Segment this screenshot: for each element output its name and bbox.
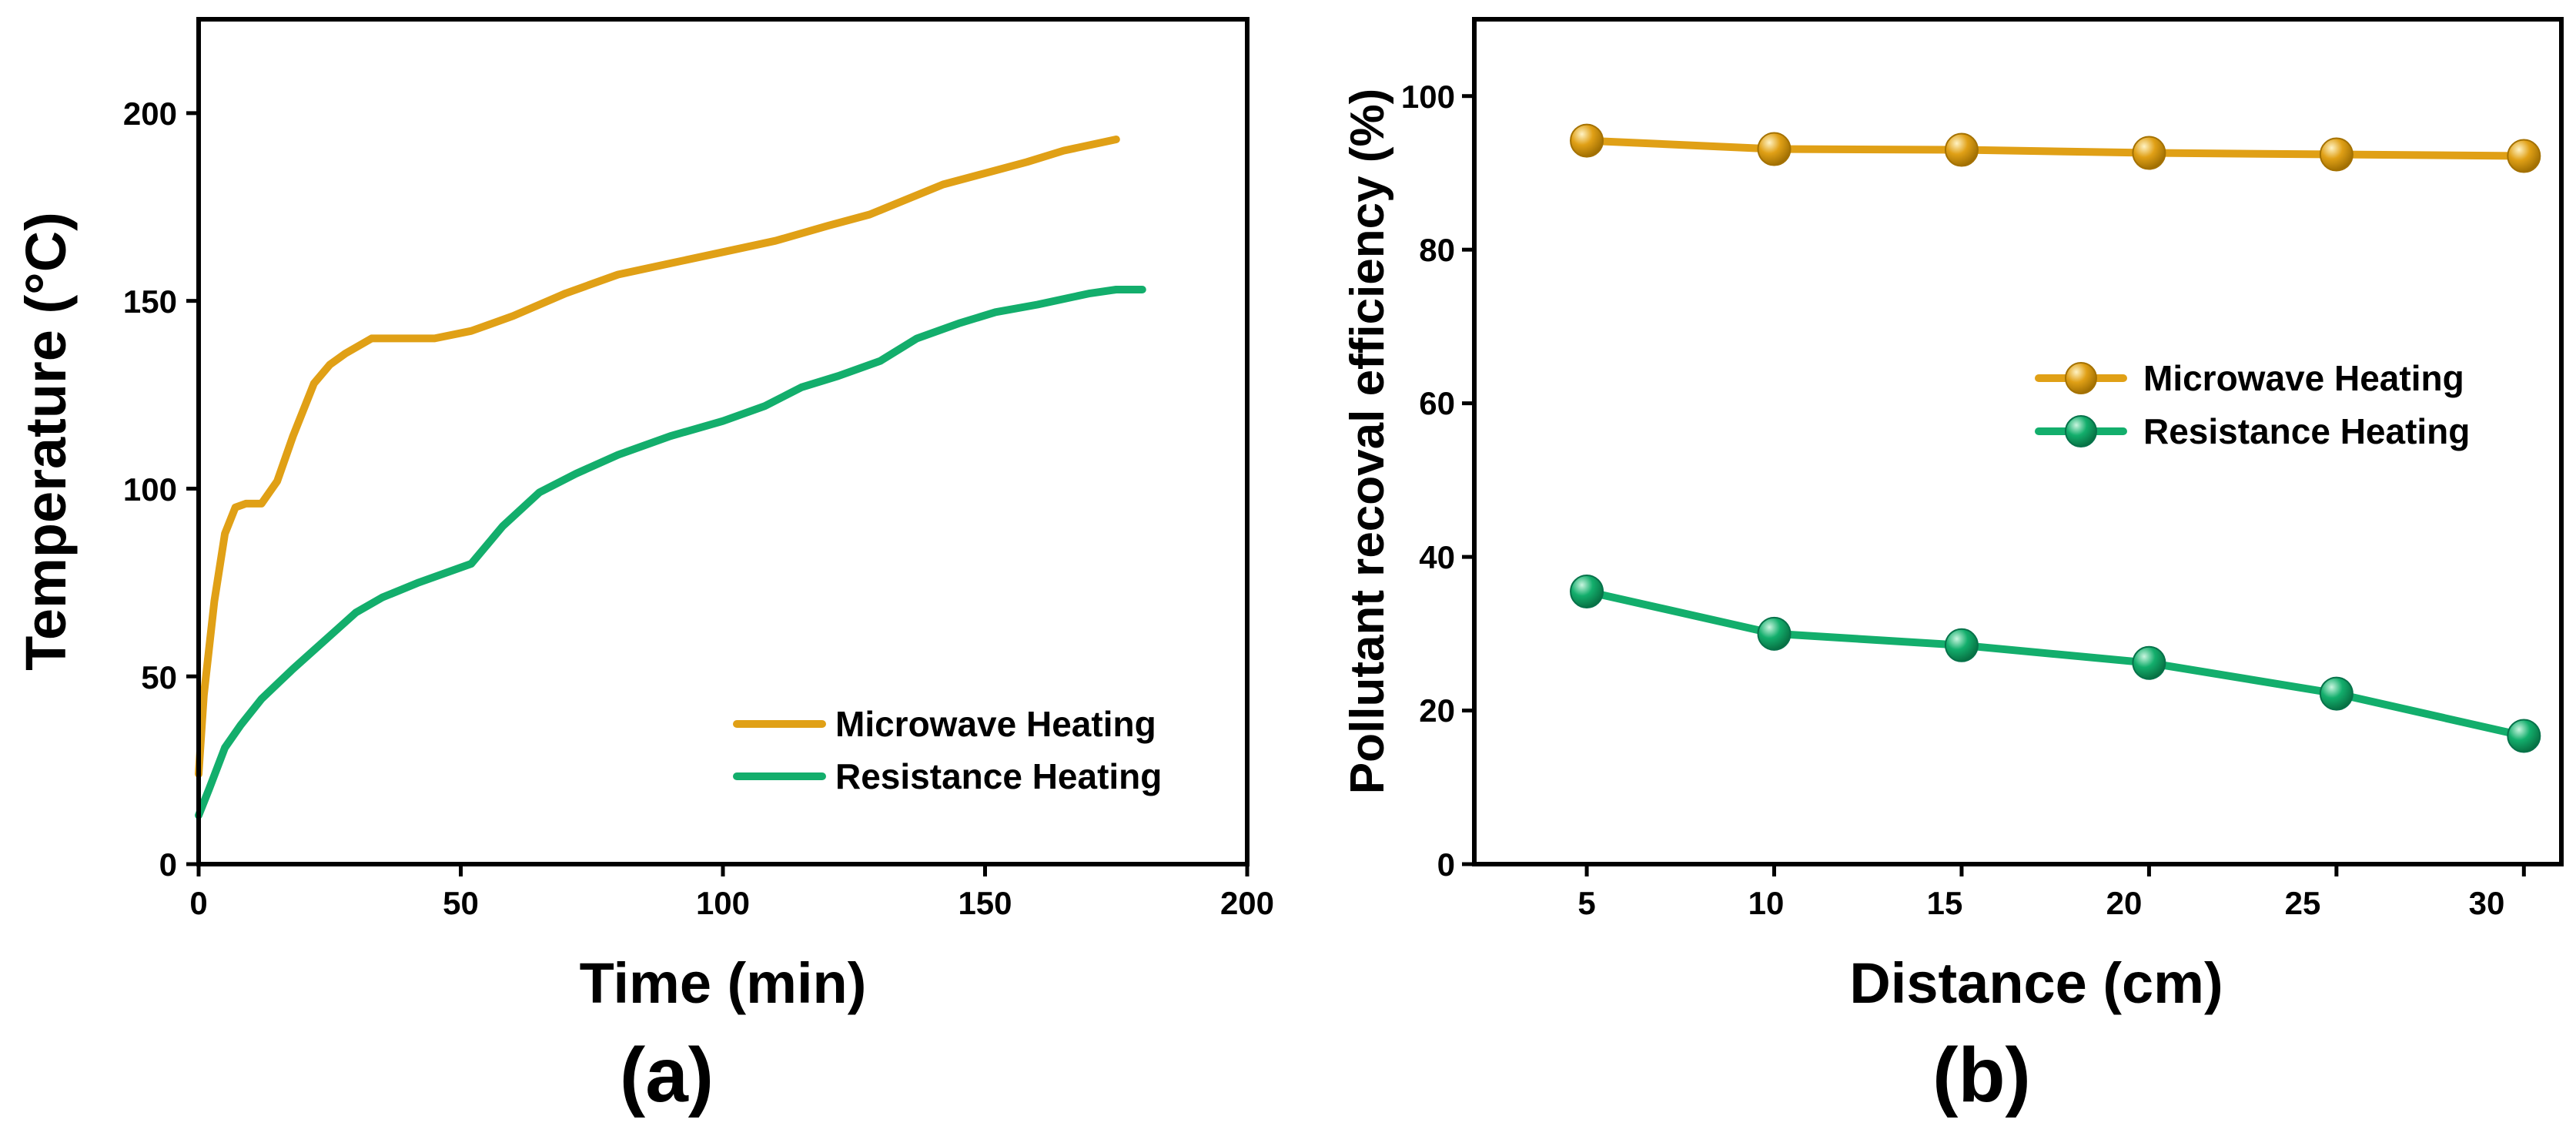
panel-a-xtick-label: 100: [696, 885, 750, 921]
panel-a-series-line-microwave: [195, 136, 1120, 778]
panel-b-data-point-resistance: [1570, 574, 1604, 608]
panel-a-ytick-label: 200: [123, 96, 177, 132]
chart-panel-b: 5 10 15 20 25 30 0 20 40 60 80 100 Dista…: [1341, 17, 2564, 1118]
panel-b-xtick-label: 5: [1577, 885, 1595, 921]
panel-a-ytick-label: 150: [123, 283, 177, 320]
panel-a-ticks: [186, 111, 1250, 876]
panel-a-series-line-resistance: [195, 286, 1146, 819]
panel-b-x-axis-title: Distance (cm): [1849, 951, 2223, 1015]
panel-b-label: (b): [1932, 1032, 2031, 1118]
chart-panel-a: 0 50 100 150 200 0 50 100 150 200 Time (…: [14, 17, 1274, 1118]
panel-b-legend: Microwave Heating Resistance Heating: [2035, 358, 2470, 451]
panel-a-y-axis-title: Temperature (°C): [14, 212, 78, 671]
panel-b-xtick-label: 20: [2106, 885, 2143, 921]
panel-a-ytick-labels: 0 50 100 150 200: [123, 96, 177, 883]
panel-a-xtick-labels: 0 50 100 150 200: [189, 885, 1274, 921]
panel-b-xtick-label: 15: [1927, 885, 1963, 921]
panel-a-xtick-label: 150: [958, 885, 1012, 921]
panel-b-ytick-label: 80: [1419, 232, 1455, 268]
panel-b-data-point-microwave: [1757, 132, 1791, 166]
panel-b-series: [1570, 123, 2541, 753]
panel-b-data-point-resistance: [1944, 628, 1979, 662]
panel-a-legend: Microwave Heating Resistance Heating: [733, 704, 1162, 796]
panel-a-ytick-label: 0: [159, 846, 177, 883]
panel-a-legend-label-microwave: Microwave Heating: [835, 704, 1156, 744]
panel-b-xtick-label: 30: [2469, 885, 2505, 921]
panel-a-xtick-label: 50: [443, 885, 479, 921]
panel-b-data-point-resistance: [2319, 676, 2354, 711]
panel-b-ytick-label: 20: [1419, 692, 1455, 729]
panel-b-data-point-microwave: [1570, 123, 1604, 158]
panel-b-ytick-label: 60: [1419, 385, 1455, 421]
panel-b-legend-label-microwave: Microwave Heating: [2143, 358, 2464, 398]
panel-b-xtick-labels: 5 10 15 20 25 30: [1577, 885, 2504, 921]
panel-b-legend-marker-resistance: [2065, 415, 2097, 447]
panel-a-ytick-label: 50: [141, 659, 177, 695]
panel-b-ytick-label: 0: [1437, 846, 1455, 883]
panel-a-legend-label-resistance: Resistance Heating: [835, 756, 1162, 796]
panel-a-x-axis-title: Time (min): [580, 951, 867, 1015]
panel-b-ytick-label: 40: [1419, 539, 1455, 575]
panel-a-series: [195, 136, 1146, 819]
panel-b-ticks: [1462, 94, 2526, 876]
panel-b-data-point-resistance: [2507, 719, 2541, 753]
panel-b-xtick-label: 25: [2285, 885, 2321, 921]
panel-b-data-point-resistance: [2132, 645, 2166, 680]
panel-a-xtick-label: 200: [1220, 885, 1274, 921]
panel-b-plot-frame: [1472, 17, 2564, 866]
panel-b-y-axis-title: Pollutant recoval efficiency (%): [1341, 89, 1394, 794]
panel-b-data-point-resistance: [1757, 616, 1791, 651]
panel-b-data-point-microwave: [1944, 132, 1979, 167]
panel-b-data-point-microwave: [2132, 136, 2166, 170]
panel-b-series-line-microwave: [1583, 136, 2528, 160]
panel-b-data-point-microwave: [2319, 137, 2354, 172]
panel-a-ytick-label: 100: [123, 471, 177, 508]
panel-b-series-line-resistance: [1583, 588, 2528, 740]
panel-b-legend-label-resistance: Resistance Heating: [2143, 411, 2470, 451]
panel-b-data-point-microwave: [2507, 139, 2541, 173]
panel-b-ytick-label: 100: [1401, 79, 1455, 115]
panel-b-ytick-labels: 0 20 40 60 80 100: [1401, 79, 1455, 883]
panel-b-legend-marker-microwave: [2065, 362, 2097, 394]
panel-a-label: (a): [620, 1032, 714, 1118]
panel-a-xtick-label: 0: [189, 885, 207, 921]
panel-b-xtick-label: 10: [1748, 885, 1785, 921]
